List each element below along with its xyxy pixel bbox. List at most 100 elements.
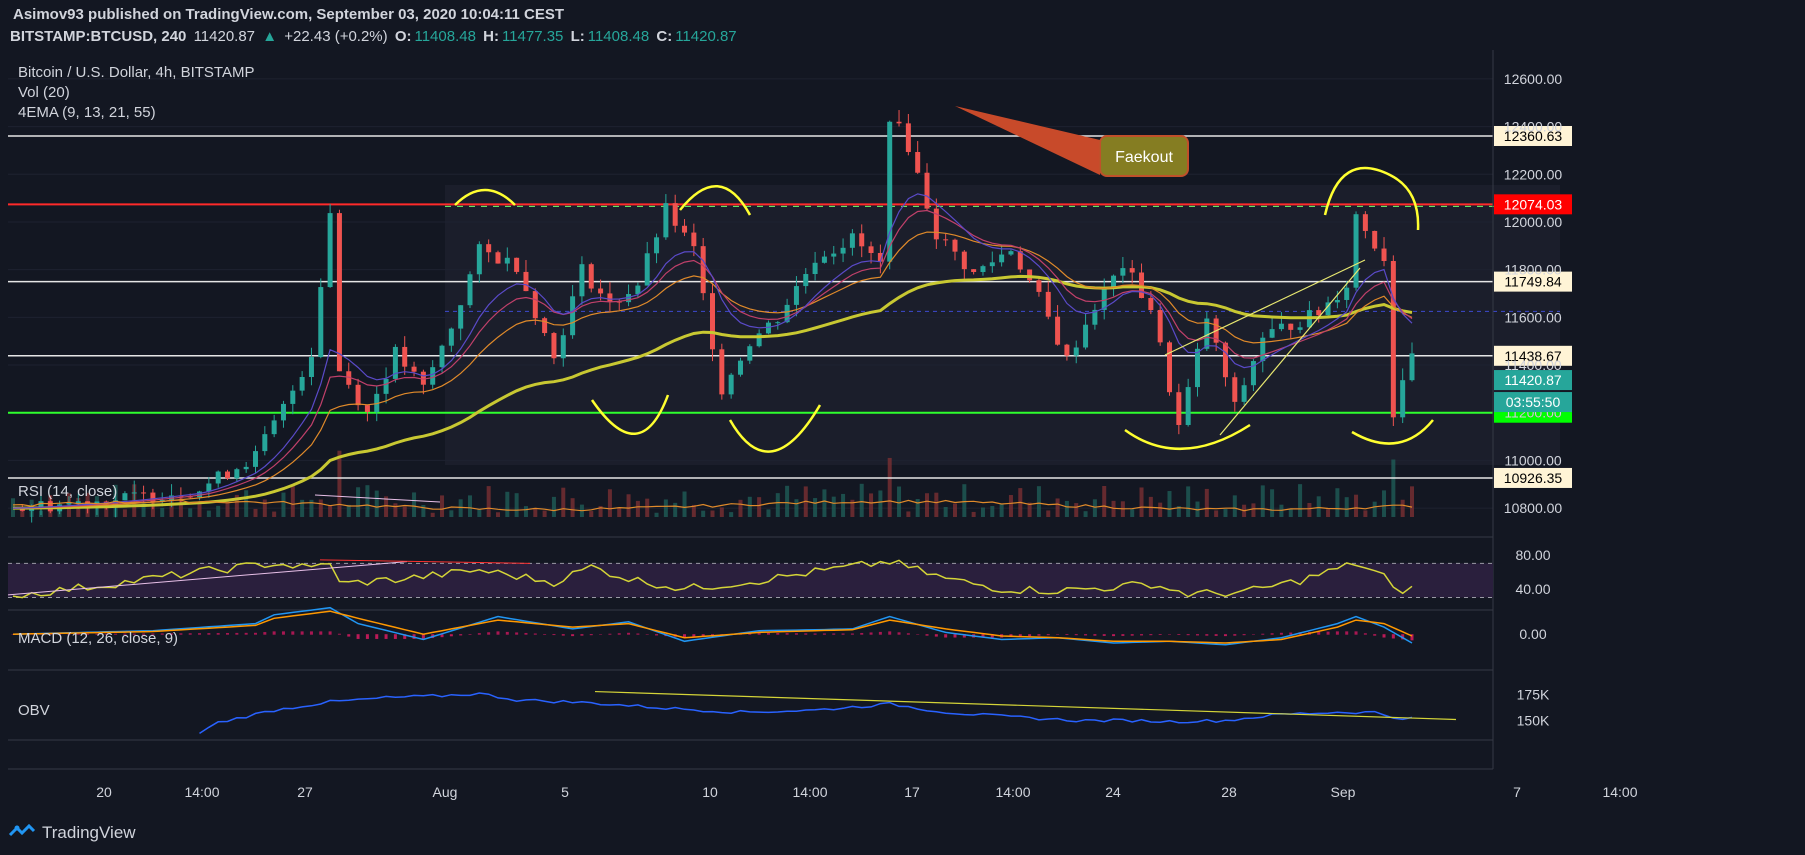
candle-body xyxy=(737,360,743,375)
macd-hist-bar xyxy=(571,634,575,637)
candle-body xyxy=(793,286,799,305)
volume-bar xyxy=(915,498,920,517)
volume-bar xyxy=(719,507,724,517)
candle-body xyxy=(905,123,911,153)
candle-body xyxy=(1344,287,1350,300)
candle-body xyxy=(252,451,258,467)
macd-hist-bar xyxy=(104,633,108,635)
candle-body xyxy=(840,247,846,254)
candle-body xyxy=(1194,348,1200,388)
candle-body xyxy=(1288,323,1294,330)
candle-body xyxy=(1325,302,1331,316)
level-badge xyxy=(1494,345,1572,366)
time-tick: 14:00 xyxy=(792,784,827,800)
macd-hist-bar xyxy=(1102,634,1106,636)
price-tick: 11000.00 xyxy=(1504,452,1562,468)
time-tick: 27 xyxy=(297,784,313,800)
time-tick: 10 xyxy=(702,784,718,800)
time-tick: 24 xyxy=(1105,784,1121,800)
volume-bar xyxy=(458,499,463,517)
candle-body xyxy=(1316,310,1322,316)
volume-bar xyxy=(859,483,864,517)
candle-body xyxy=(1045,291,1051,317)
price-tick: 11800.00 xyxy=(1504,262,1562,278)
candle-body xyxy=(1260,337,1266,362)
macd-hist-bar xyxy=(1149,634,1153,636)
candle-body xyxy=(1390,261,1396,418)
chart-canvas[interactable]: 12360.6312074.0311749.8411438.6711200.00… xyxy=(0,50,1805,819)
rsi-line xyxy=(12,559,1413,599)
macd-hist-bar xyxy=(822,633,826,635)
macd-hist-bar xyxy=(1242,634,1246,636)
volume-bar xyxy=(290,484,295,517)
time-tick: 14:00 xyxy=(184,784,219,800)
volume-bar xyxy=(430,512,435,517)
volume-bar xyxy=(1046,510,1051,517)
macd-hist-bar xyxy=(580,634,584,636)
candle-body xyxy=(448,328,454,346)
macd-hist-bar xyxy=(309,631,313,635)
ema-lines xyxy=(12,193,1413,512)
macd-hist-bar xyxy=(188,633,192,635)
faekout-annotation[interactable]: Faekout xyxy=(955,106,1189,177)
candle-body xyxy=(849,233,855,248)
volume-bar xyxy=(831,496,836,517)
volume-bar xyxy=(1344,497,1349,517)
close-value: 11420.87 xyxy=(675,28,737,45)
volume-bar xyxy=(216,505,221,517)
volume-bar xyxy=(934,492,939,517)
macd-hist-bar xyxy=(813,633,817,635)
rsi-trendline xyxy=(7,561,408,596)
ohlc-line: BITSTAMP:BTCUSD, 240 11420.87 ▲ +22.43 (… xyxy=(10,26,1790,48)
price-axis[interactable]: 12360.6312074.0311749.8411438.6711200.00… xyxy=(1494,71,1572,729)
macd-hist-bar xyxy=(850,633,854,635)
volume-bar xyxy=(533,507,538,517)
candle-body xyxy=(364,405,370,413)
macd-hist-bar xyxy=(440,634,444,638)
macd-hist-bar xyxy=(860,632,864,635)
macd-hist-bar xyxy=(1401,634,1405,640)
macd-hist-bar xyxy=(1251,634,1255,635)
candle-body xyxy=(1362,214,1368,231)
candle-body xyxy=(1222,342,1228,378)
symbol-text: BITSTAMP:BTCUSD, 240 xyxy=(10,28,187,45)
volume-bar xyxy=(1102,485,1107,517)
candle-body xyxy=(290,390,296,404)
obv-line xyxy=(199,692,1413,735)
candle-body xyxy=(635,285,641,295)
candle-body xyxy=(551,333,557,359)
volume-bar xyxy=(1064,500,1069,517)
level-label: 12074.03 xyxy=(1504,196,1563,212)
macd-hist-bar xyxy=(198,633,202,635)
footer[interactable]: TradingView xyxy=(8,819,136,847)
macd-hist-bar xyxy=(1363,633,1367,635)
candle-body xyxy=(784,304,790,323)
time-axis[interactable]: 20 14:00 27 Aug 5 10 14:00 17 14:00 24 28 Sep 7 14:00 xyxy=(96,784,1638,800)
macd-hist-bar xyxy=(1317,631,1321,635)
candle-body xyxy=(626,294,632,303)
macd-hist-bar xyxy=(1084,634,1088,636)
macd-hist-bar xyxy=(160,633,164,635)
vol-legend: Vol (20) xyxy=(18,84,70,101)
candle-body xyxy=(728,374,734,395)
volume-bar xyxy=(617,508,622,517)
macd-hist-bar xyxy=(1028,634,1032,637)
macd-hist-bar xyxy=(393,634,397,639)
volume-bar xyxy=(1027,502,1032,517)
volume-bar xyxy=(328,505,333,517)
macd-hist-bar xyxy=(459,634,463,636)
level-badge xyxy=(1494,271,1572,292)
macd-hist-bar xyxy=(1410,634,1414,641)
volume-bar xyxy=(374,490,379,517)
macd-hist-bar xyxy=(1233,634,1237,636)
volume-bar xyxy=(1410,486,1414,517)
signal-line xyxy=(12,610,1413,644)
volume-bar xyxy=(794,499,799,517)
macd-hist-bar xyxy=(524,632,528,635)
volume-bar xyxy=(691,504,696,517)
candle-body xyxy=(234,469,240,479)
macd-hist-bar xyxy=(766,632,770,635)
candle-body xyxy=(710,293,715,350)
macd-hist-bar xyxy=(533,633,537,635)
candle-body xyxy=(1120,268,1126,276)
